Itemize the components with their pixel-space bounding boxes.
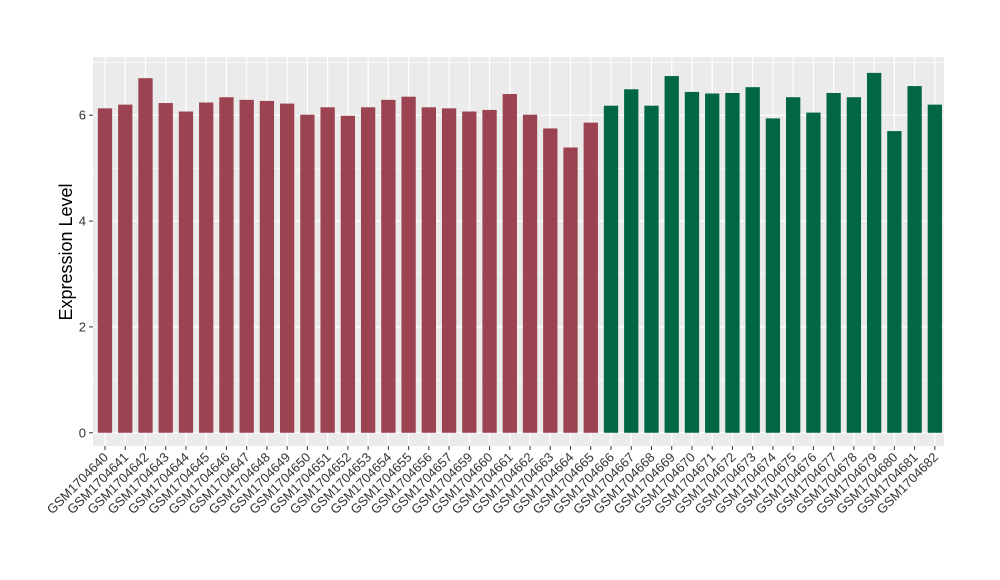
bar-GSM1704648 [259,100,275,433]
bar-GSM1704667 [624,89,639,433]
bar-GSM1704650 [300,114,315,433]
bar-GSM1704654 [381,99,396,433]
y-tick-label: 0 [79,425,86,440]
bars [97,72,942,433]
plot-panel [93,57,944,446]
bar-GSM1704641 [118,104,133,433]
bar-GSM1704679 [866,72,882,433]
bar-GSM1704662 [522,114,538,433]
bar-GSM1704642 [138,78,153,433]
bar-GSM1704651 [320,107,335,433]
y-tick-label: 2 [79,319,86,334]
bar-GSM1704669 [664,76,679,433]
minor-gridlines [93,61,944,381]
bar-GSM1704660 [482,109,497,433]
y-tick-label: 4 [79,214,86,229]
bar-GSM1704678 [846,97,862,433]
bar-GSM1704681 [907,86,922,433]
bar-GSM1704671 [705,93,720,433]
bar-GSM1704659 [462,111,477,433]
bar-GSM1704672 [725,92,740,433]
bar-GSM1704653 [360,107,376,433]
bar-GSM1704655 [401,96,416,433]
bar-GSM1704643 [158,103,173,433]
bar-GSM1704656 [421,107,436,433]
bar-GSM1704663 [543,128,558,433]
bar-GSM1704680 [887,131,902,433]
bar-GSM1704668 [644,105,659,433]
bar-GSM1704674 [765,118,781,433]
bar-GSM1704670 [684,91,700,433]
bar-GSM1704652 [340,115,356,433]
bar-GSM1704675 [786,97,801,433]
bar-GSM1704644 [178,111,194,433]
x-axis-ticks: GSM1704640GSM1704641GSM1704642GSM1704643… [44,446,941,517]
bar-GSM1704666 [603,105,619,433]
bar-GSM1704646 [219,97,234,433]
bar-GSM1704657 [441,108,457,433]
bar-GSM1704661 [502,94,517,433]
bar-GSM1704677 [826,92,841,433]
bar-GSM1704673 [745,87,760,433]
bar-GSM1704682 [927,104,942,433]
y-axis-title: Expression Level [56,183,76,320]
bar-GSM1704647 [239,99,254,433]
bar-GSM1704640 [97,108,113,433]
bar-GSM1704676 [806,112,821,433]
y-axis-ticks: 0 2 4 6 [79,108,93,440]
y-tick-label: 6 [79,108,86,123]
bar-GSM1704645 [199,102,214,433]
bar-GSM1704649 [280,103,295,433]
bar-GSM1704664 [563,147,578,433]
bar-GSM1704665 [583,122,598,433]
